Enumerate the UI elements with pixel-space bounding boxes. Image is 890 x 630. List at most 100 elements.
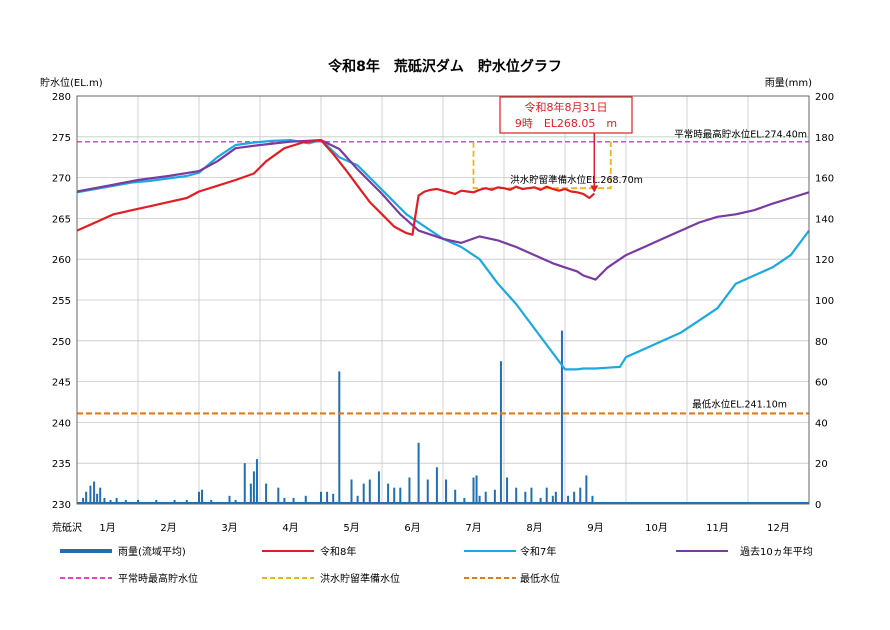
rain-bar xyxy=(560,330,563,504)
y2-tick-label: 40 xyxy=(815,418,828,429)
rain-bar xyxy=(99,487,102,504)
x-tick-label: 11月 xyxy=(706,522,729,534)
y2-tick-label: 20 xyxy=(815,459,828,470)
rain-bar xyxy=(277,487,280,504)
x-tick-label: 2月 xyxy=(160,522,176,534)
rain-bar xyxy=(234,499,237,504)
rain-bar xyxy=(320,491,322,504)
rain-bar xyxy=(96,493,99,504)
rain-bar xyxy=(539,497,542,504)
x-tick-label: 4月 xyxy=(282,522,298,534)
rain-bar xyxy=(387,483,390,504)
rain-bar xyxy=(585,475,588,504)
plot-frame xyxy=(76,95,810,505)
y2-tick-label: 100 xyxy=(815,296,834,307)
x-tick-label: 6月 xyxy=(404,522,420,534)
y-tick-label: 275 xyxy=(52,133,71,144)
flood-prep-line xyxy=(472,141,612,190)
y-tick-label: 240 xyxy=(52,418,71,429)
y2-axis-label: 雨量(mm) xyxy=(765,77,812,89)
x-tick-label: 12月 xyxy=(767,522,790,534)
callout-arrowhead xyxy=(590,185,599,193)
rain-bar xyxy=(198,491,200,504)
y2-tick-label: 60 xyxy=(815,378,828,389)
x-tick-label: 10月 xyxy=(645,522,668,534)
rain-bars xyxy=(77,330,809,504)
x-tick-label: 8月 xyxy=(526,522,542,534)
legend-label-flood: 洪水貯留準備水位 xyxy=(320,572,400,585)
rain-bar xyxy=(338,371,341,504)
rain-bar xyxy=(173,499,176,504)
rain-bar xyxy=(332,493,335,504)
x-tick-label: 9月 xyxy=(587,522,603,534)
rain-bar xyxy=(445,479,448,504)
callout-box xyxy=(499,96,633,134)
rain-bar xyxy=(103,497,106,504)
callout-line2: 9時 EL268.05 m xyxy=(515,117,617,130)
rain-bar xyxy=(472,477,475,504)
legend-label-rain: 雨量(流域平均) xyxy=(118,545,186,558)
legend-label-min: 最低水位 xyxy=(520,572,560,585)
rain-bar xyxy=(249,483,252,504)
y2-tick-label: 160 xyxy=(815,174,834,185)
rain-bar xyxy=(399,487,402,504)
y2-tick-label: 80 xyxy=(815,337,828,348)
x-tick-label: 1月 xyxy=(99,522,115,534)
min-level-label: 最低水位EL.241.10m xyxy=(692,398,787,410)
legend-label-r8: 令和8年 xyxy=(320,545,356,558)
rain-bar xyxy=(228,495,231,504)
rain-bar xyxy=(417,442,420,504)
y-tick-label: 230 xyxy=(52,500,71,511)
rain-bar xyxy=(545,487,548,504)
rain-bar xyxy=(573,491,576,504)
normal-max-label: 平常時最高貯水位EL.274.40m xyxy=(674,129,807,141)
rain-bar xyxy=(463,497,466,504)
y-tick-label: 280 xyxy=(52,92,71,103)
rain-bar xyxy=(499,361,502,504)
rain-bar xyxy=(484,491,487,504)
rain-bar xyxy=(579,487,582,504)
y2-tick-label: 140 xyxy=(815,214,834,225)
rain-bar xyxy=(591,495,594,504)
rain-bar xyxy=(265,483,268,504)
rain-bar xyxy=(454,489,457,504)
rain-bar xyxy=(255,459,258,504)
y2-tick-label: 180 xyxy=(815,133,834,144)
y-tick-label: 235 xyxy=(52,459,71,470)
rain-bar xyxy=(567,495,570,504)
rain-bar xyxy=(292,497,295,504)
rain-bar xyxy=(350,479,353,504)
x-axis-label: 荒砥沢 xyxy=(52,521,82,534)
y-tick-label: 270 xyxy=(52,174,71,185)
rain-bar xyxy=(201,489,204,504)
rain-bar xyxy=(554,491,557,504)
rain-bar xyxy=(82,497,85,504)
y-tick-label: 255 xyxy=(52,296,71,307)
chart-title: 令和8年 荒砥沢ダム 貯水位グラフ xyxy=(327,58,562,75)
y2-tick-label: 0 xyxy=(815,500,821,511)
rain-bar xyxy=(426,479,429,504)
rain-bar xyxy=(493,489,496,504)
y-tick-label: 265 xyxy=(52,214,71,225)
legend-label-normal_max: 平常時最高貯水位 xyxy=(118,572,198,585)
rain-bar xyxy=(478,495,481,504)
axis-ticks: 230 0 235 20 240 40 245 60 250 80 255 100 260 120 265 1… xyxy=(52,92,834,534)
legend-label-r7: 令和7年 xyxy=(520,545,556,558)
rain-bar xyxy=(368,479,371,504)
rain-bar xyxy=(524,491,527,504)
rain-bar xyxy=(362,483,365,504)
rain-bar xyxy=(155,499,158,504)
rain-bar xyxy=(283,497,286,504)
rain-bar xyxy=(356,495,359,504)
x-tick-label: 7月 xyxy=(465,522,481,534)
y-tick-label: 260 xyxy=(52,255,71,266)
grid xyxy=(77,95,809,505)
rain-bar xyxy=(243,463,246,504)
y2-tick-label: 200 xyxy=(815,92,834,103)
rain-bar xyxy=(210,499,213,504)
x-tick-label: 5月 xyxy=(343,522,359,534)
series-line-avg xyxy=(76,139,810,281)
rain-bar xyxy=(115,497,118,504)
